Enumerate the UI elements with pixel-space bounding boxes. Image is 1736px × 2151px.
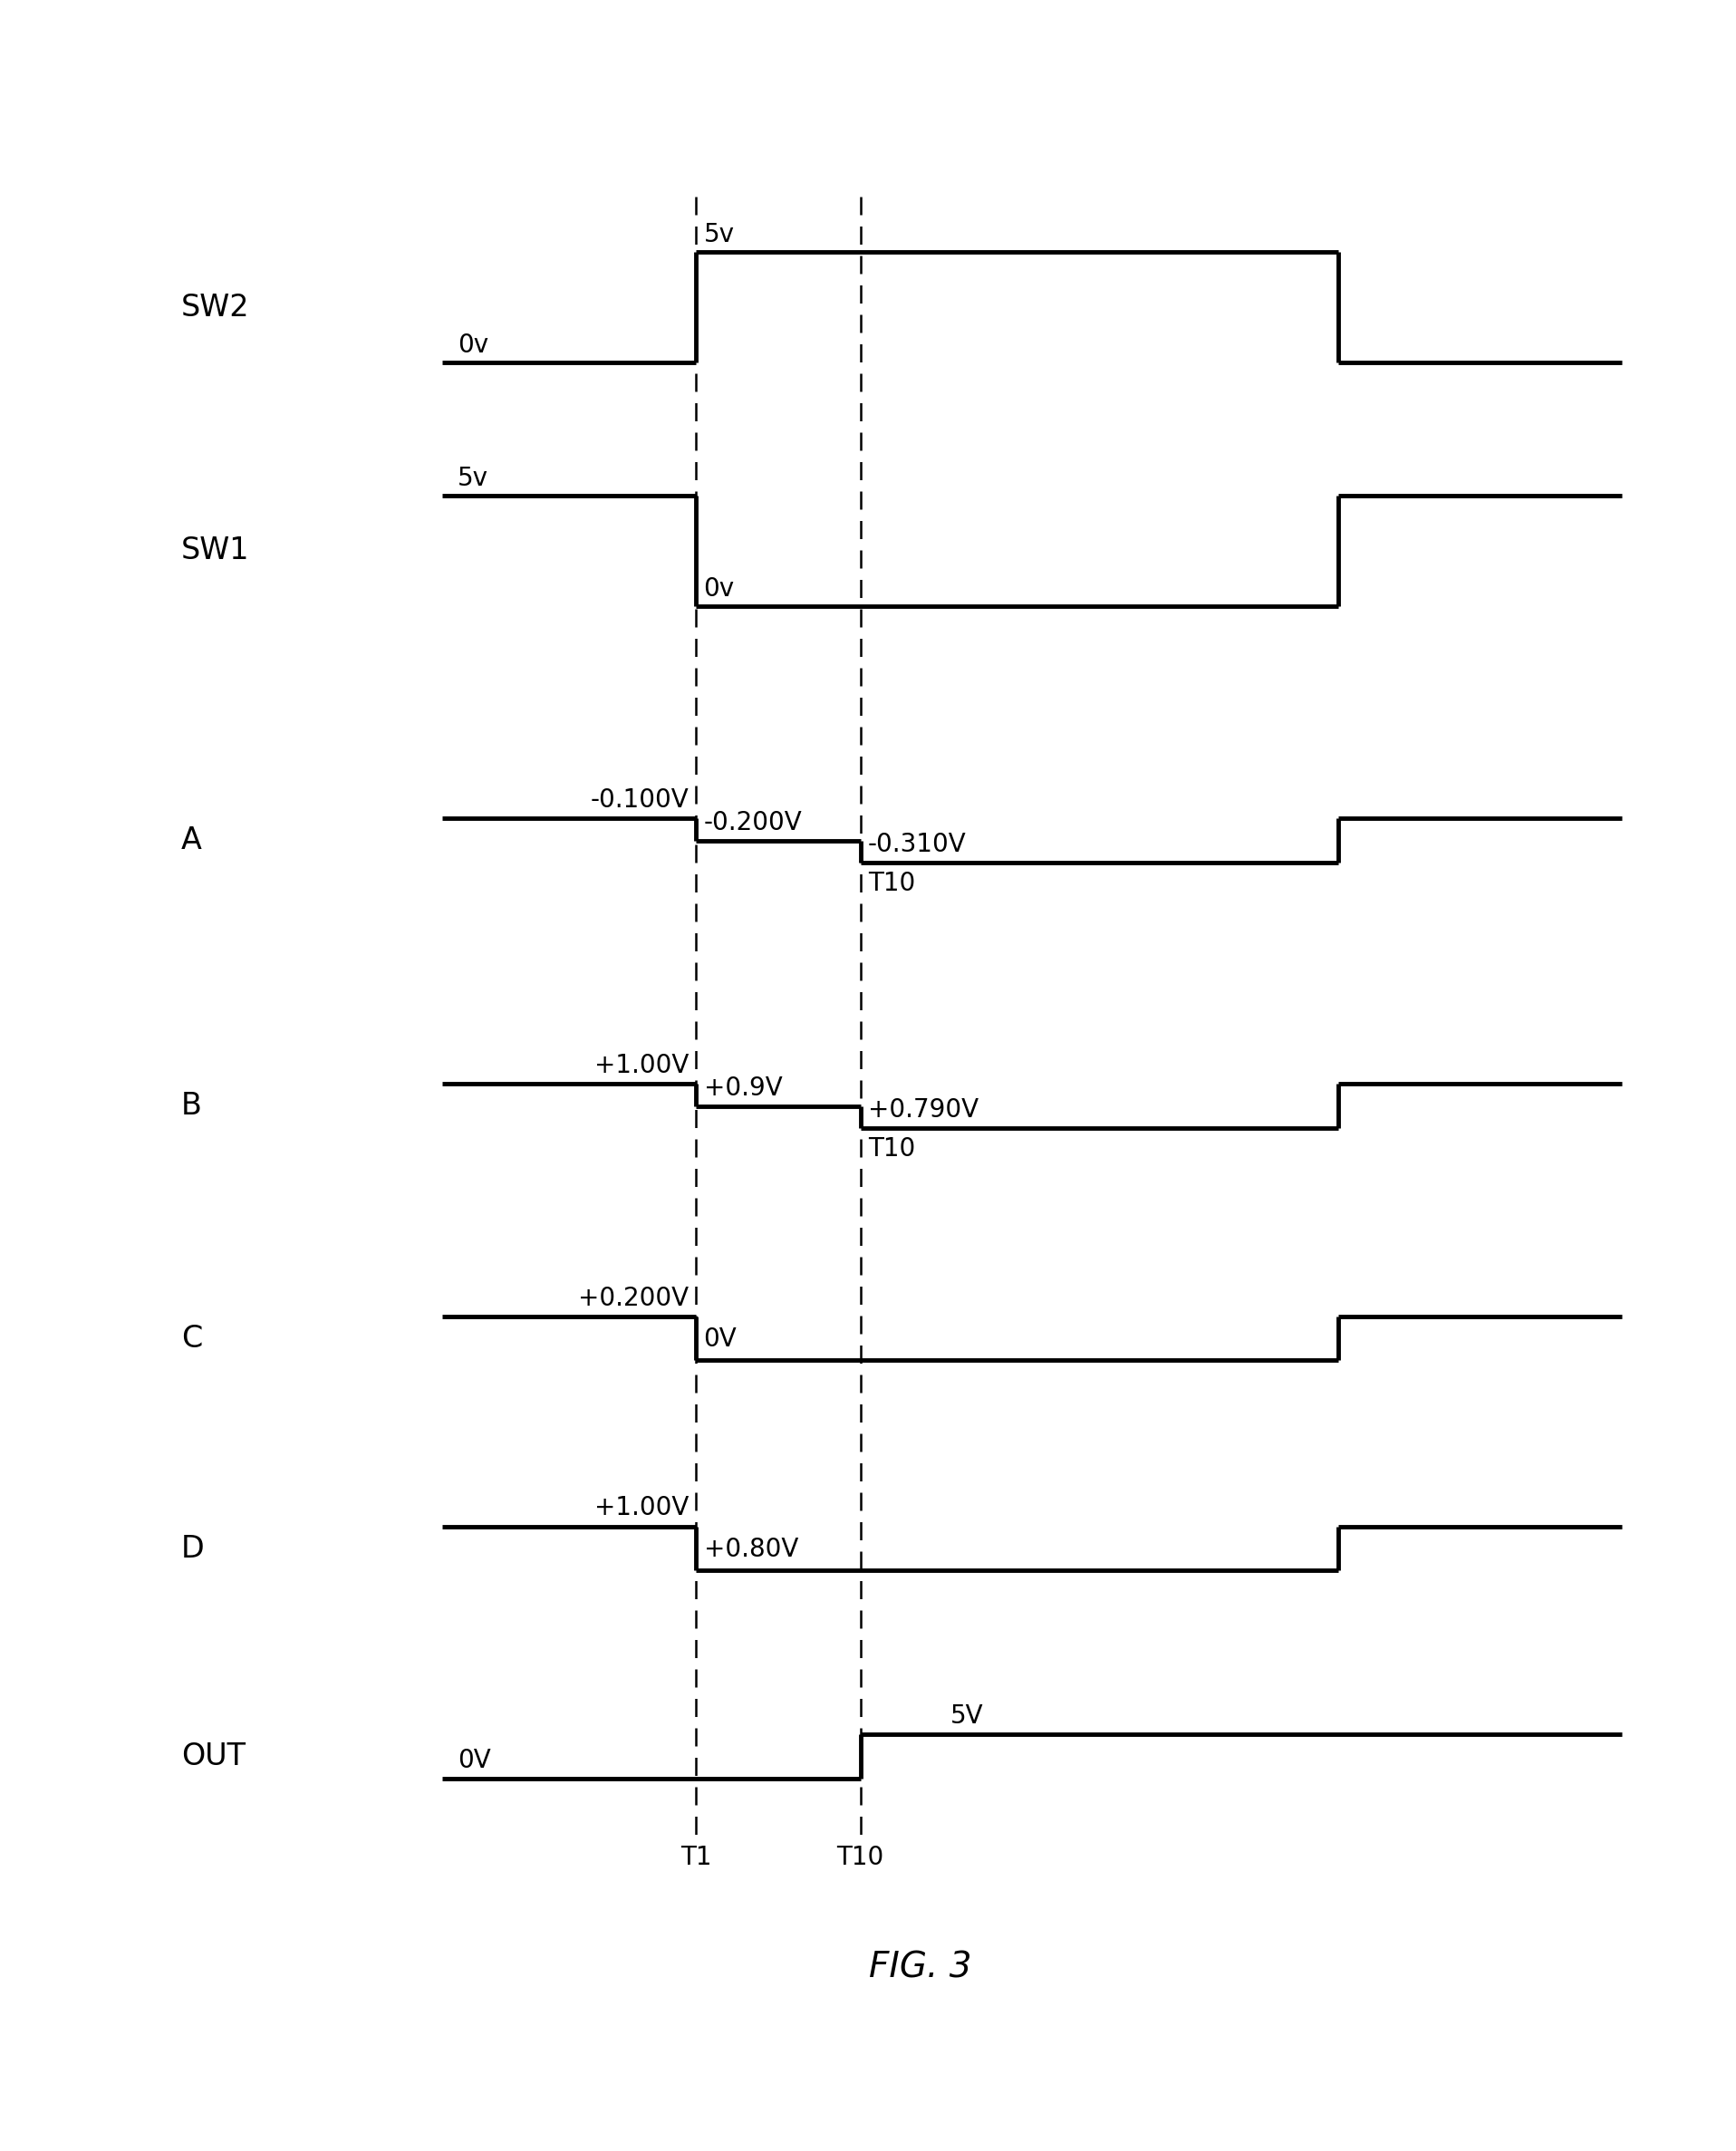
Text: T1: T1 — [681, 1846, 712, 1871]
Text: +1.00V: +1.00V — [594, 1054, 689, 1078]
Text: C: C — [181, 1323, 201, 1353]
Text: SW2: SW2 — [181, 293, 250, 323]
Text: -0.200V: -0.200V — [703, 809, 802, 835]
Text: T10: T10 — [837, 1846, 884, 1871]
Text: 5v: 5v — [457, 465, 488, 490]
Text: SW1: SW1 — [181, 536, 250, 566]
Text: FIG. 3: FIG. 3 — [868, 1951, 972, 1985]
Text: 0V: 0V — [703, 1327, 736, 1351]
Text: D: D — [181, 1534, 205, 1564]
Text: B: B — [181, 1091, 201, 1121]
Text: +0.790V: +0.790V — [868, 1097, 979, 1123]
Text: A: A — [181, 826, 201, 856]
Text: 0V: 0V — [457, 1747, 491, 1772]
Text: 0v: 0v — [457, 333, 488, 359]
Text: 0v: 0v — [703, 576, 734, 602]
Text: -0.100V: -0.100V — [590, 787, 689, 813]
Text: +0.200V: +0.200V — [578, 1286, 689, 1310]
Text: 5V: 5V — [950, 1704, 983, 1729]
Text: T10: T10 — [868, 871, 915, 895]
Text: T10: T10 — [868, 1136, 915, 1162]
Text: OUT: OUT — [181, 1742, 245, 1772]
Text: +1.00V: +1.00V — [594, 1495, 689, 1521]
Text: +0.80V: +0.80V — [703, 1536, 799, 1562]
Text: -0.310V: -0.310V — [868, 832, 967, 856]
Text: 5v: 5v — [703, 222, 734, 247]
Text: +0.9V: +0.9V — [703, 1076, 783, 1101]
